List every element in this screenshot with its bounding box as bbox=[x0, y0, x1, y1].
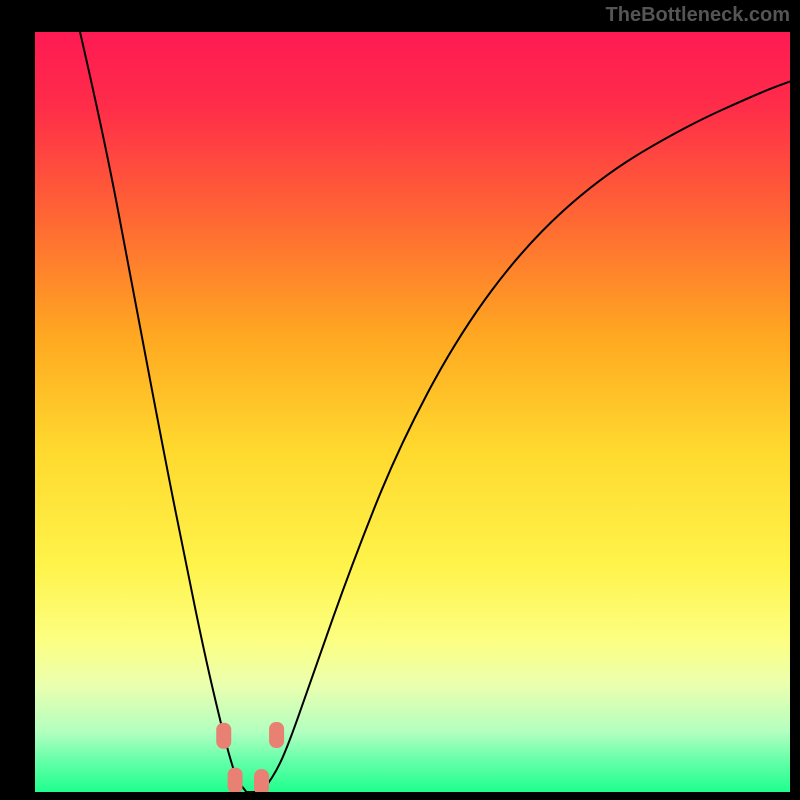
chart-container: TheBottleneck.com bbox=[0, 0, 800, 800]
curve-marker bbox=[216, 723, 231, 749]
curve-marker bbox=[254, 769, 269, 792]
curve-marker bbox=[228, 768, 243, 792]
gradient-background bbox=[35, 32, 790, 792]
bottleneck-curve-chart bbox=[35, 32, 790, 792]
curve-marker bbox=[269, 722, 284, 748]
watermark-text: TheBottleneck.com bbox=[606, 4, 790, 27]
